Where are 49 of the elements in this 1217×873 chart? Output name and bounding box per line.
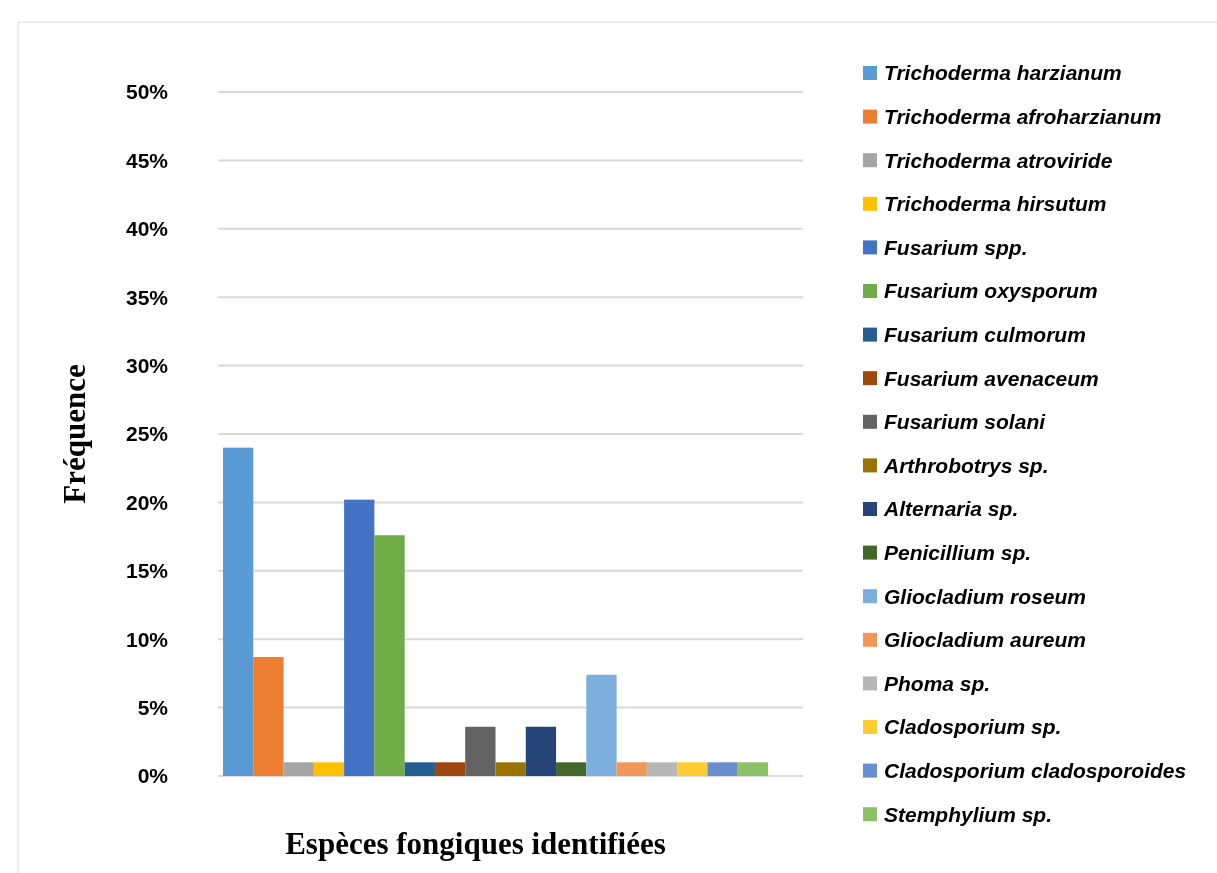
bar bbox=[374, 535, 405, 776]
y-tick-label: 25% bbox=[125, 422, 169, 446]
legend-label: Gliocladium roseum bbox=[884, 584, 1086, 608]
legend-label: Fusarium culmorum bbox=[884, 322, 1086, 346]
legend-label: Penicillium sp. bbox=[884, 540, 1032, 564]
legend-label: Trichoderma hirsutum bbox=[884, 192, 1107, 216]
bar bbox=[404, 762, 435, 776]
legend-label: Stemphylium sp. bbox=[884, 802, 1053, 826]
bar bbox=[223, 447, 254, 776]
legend-label: Phoma sp. bbox=[884, 671, 991, 695]
legend-label: Fusarium spp. bbox=[884, 235, 1028, 259]
bar bbox=[616, 762, 647, 776]
legend-label: Fusarium solani bbox=[884, 410, 1047, 434]
legend-label: Fusarium avenaceum bbox=[884, 366, 1099, 390]
bar bbox=[434, 762, 466, 776]
bar bbox=[253, 656, 284, 776]
y-tick-label: 20% bbox=[125, 490, 169, 514]
y-tick-label: 40% bbox=[125, 217, 169, 241]
y-tick-label: 30% bbox=[125, 353, 169, 377]
y-tick-label: 5% bbox=[137, 695, 169, 719]
legend-label: Alternaria sp. bbox=[883, 497, 1019, 521]
legend-label: Arthrobotrys sp. bbox=[883, 453, 1049, 477]
bar bbox=[707, 762, 738, 776]
legend-label: Cladosporium sp. bbox=[884, 715, 1062, 739]
y-tick-label: 45% bbox=[125, 148, 169, 172]
bar bbox=[283, 762, 314, 776]
legend-label: Fusarium oxysporum bbox=[884, 279, 1098, 303]
legend-label: Trichoderma afroharzianum bbox=[884, 104, 1162, 128]
bar bbox=[495, 762, 526, 776]
bar bbox=[313, 762, 345, 776]
legend-label: Trichoderma atroviride bbox=[884, 148, 1113, 172]
y-tick-label: 15% bbox=[125, 559, 169, 583]
y-tick-label: 0% bbox=[137, 764, 169, 788]
legend-label: Trichoderma harzianum bbox=[884, 61, 1122, 85]
bar bbox=[646, 762, 678, 776]
bar bbox=[586, 674, 617, 776]
y-tick-label: 10% bbox=[125, 627, 169, 651]
legend-label: Cladosporium cladosporoides bbox=[884, 758, 1187, 782]
bar bbox=[556, 762, 587, 776]
legend-label: Gliocladium aureum bbox=[884, 628, 1086, 652]
y-axis-title: Fréquence bbox=[56, 364, 92, 504]
y-tick-label: 35% bbox=[125, 285, 169, 309]
bar bbox=[344, 499, 375, 776]
y-tick-label: 50% bbox=[125, 80, 169, 104]
bar bbox=[737, 762, 768, 776]
bar bbox=[677, 762, 708, 776]
bar bbox=[465, 726, 496, 776]
x-axis-title: Espèces fongiques identifiées bbox=[285, 825, 666, 861]
bar bbox=[525, 726, 557, 776]
